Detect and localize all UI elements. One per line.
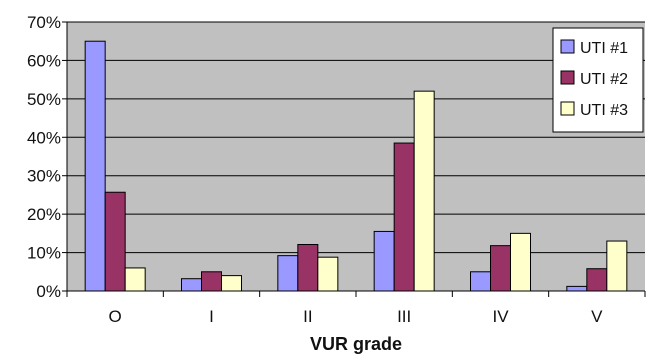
bar-3-III <box>413 90 435 292</box>
bar-3-IV <box>510 232 531 292</box>
x-tick-label: I <box>209 307 214 326</box>
bar-2-V <box>586 268 608 292</box>
bar-1-IV <box>470 271 491 292</box>
y-tick-label: 60% <box>27 51 61 70</box>
y-tick-label: 40% <box>27 128 61 147</box>
y-tick-label: 10% <box>27 244 61 263</box>
x-tick-label: II <box>303 307 312 326</box>
plot-area <box>67 22 645 291</box>
bar-1-III <box>373 230 395 292</box>
legend-swatch <box>560 70 575 85</box>
bar-3-II <box>317 256 339 292</box>
bars <box>84 40 628 292</box>
bar-2-I <box>201 271 222 292</box>
x-axis-title: VUR grade <box>310 334 402 354</box>
bar-2-III <box>393 142 415 292</box>
y-tick-label: 30% <box>27 167 61 186</box>
y-tick-label: 20% <box>27 205 61 224</box>
bar-2-IV <box>490 245 511 292</box>
bar-2-II <box>297 244 319 292</box>
x-tick-label: III <box>397 307 411 326</box>
x-ticks: O I II III IV V <box>66 291 646 326</box>
y-ticks: 0% 10% 20% 30% 40% 50% 60% 70% <box>27 13 67 301</box>
x-tick-label: V <box>591 307 603 326</box>
bar-3-I <box>221 275 242 292</box>
legend: UTI #1 UTI #2 UTI #3 <box>552 27 644 133</box>
legend-label: UTI #1 <box>580 40 628 57</box>
bar-1-V <box>566 285 588 292</box>
y-tick-label: 50% <box>27 90 61 109</box>
bar-1-O <box>84 40 106 292</box>
x-tick-label: O <box>109 307 122 326</box>
legend-swatch <box>560 101 575 116</box>
gridlines <box>67 21 645 254</box>
bar-1-I <box>181 278 202 292</box>
y-tick-label: 70% <box>27 13 61 32</box>
legend-label: UTI #3 <box>580 102 628 119</box>
legend-label: UTI #2 <box>580 71 628 88</box>
bar-2-O <box>104 191 126 292</box>
y-tick-label: 0% <box>36 282 61 301</box>
bar-3-O <box>124 267 146 292</box>
bar-1-II <box>277 255 299 292</box>
x-tick-label: IV <box>492 307 509 326</box>
bar-3-V <box>606 240 628 292</box>
legend-swatch <box>560 39 575 54</box>
